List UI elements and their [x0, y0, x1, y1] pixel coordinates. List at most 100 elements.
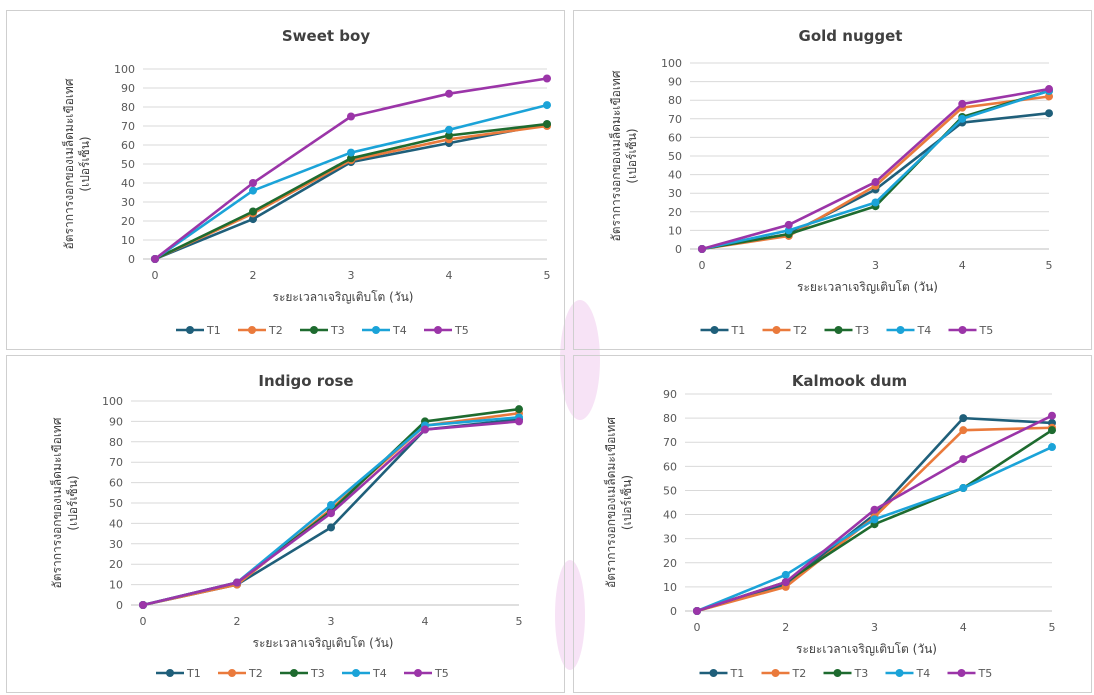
data-point [871, 198, 880, 207]
y-tick-label: 70 [663, 436, 677, 449]
legend-marker [895, 669, 904, 677]
y-tick-label: 20 [121, 215, 135, 228]
data-point [784, 226, 793, 235]
legend-label: T1 [206, 324, 221, 337]
chart-panel-indigo-rose: Indigo rose 0 10 20 30 40 50 60 70 80 90 100 0 2 3 4 5 ระ… [6, 355, 565, 693]
x-tick-label: 3 [872, 259, 879, 272]
legend-label: T5 [979, 324, 994, 337]
y-tick-label: 20 [663, 557, 677, 570]
y-tick-label: 30 [121, 196, 135, 209]
legend-marker [434, 326, 442, 334]
series-line-t3 [154, 122, 548, 261]
y-tick-label: 30 [668, 187, 682, 200]
legend-label: T2 [792, 667, 807, 680]
legend-label: T2 [793, 324, 808, 337]
data-point [871, 178, 880, 187]
x-tick-label: 0 [152, 269, 159, 282]
data-point [959, 414, 968, 423]
data-point [781, 570, 790, 579]
y-axis-title: (เปอร์เซ็น) [619, 475, 634, 530]
legend-item-t4: T4 [886, 324, 932, 337]
series-line-t5 [701, 87, 1050, 251]
y-tick-label: 60 [663, 460, 677, 473]
legend-item-t2: T2 [238, 324, 283, 337]
legend-item-t1: T1 [700, 324, 746, 337]
legend-label: T1 [731, 324, 746, 337]
background-decoration [560, 300, 600, 420]
legend-item-t3: T3 [824, 324, 869, 337]
chart-title: Indigo rose [258, 372, 353, 390]
legend-marker [896, 326, 905, 334]
x-tick-label: 5 [516, 615, 523, 628]
data-point [249, 207, 257, 216]
legend-label: T5 [434, 667, 449, 680]
data-point [698, 245, 706, 253]
y-tick-label: 80 [121, 101, 135, 114]
legend-marker [186, 326, 194, 334]
legend-label: T4 [917, 324, 932, 337]
y-tick-label: 100 [661, 57, 682, 70]
data-point [958, 99, 967, 108]
x-tick-label: 4 [960, 621, 967, 634]
legend-item-t3: T3 [823, 667, 868, 680]
y-tick-label: 50 [109, 497, 123, 510]
data-point [327, 501, 335, 510]
legend-item-t4: T4 [342, 667, 387, 680]
data-point [1045, 92, 1053, 101]
y-tick-label: 0 [675, 243, 682, 256]
data-point [347, 154, 355, 163]
data-point [1045, 85, 1053, 94]
y-tick-label: 20 [109, 558, 123, 571]
legend-label: T5 [454, 324, 469, 337]
x-tick-label: 0 [699, 259, 706, 272]
legend-label: T1 [730, 667, 745, 680]
legend-marker [833, 669, 842, 677]
x-tick-label: 4 [959, 259, 966, 272]
data-point [959, 484, 968, 493]
chart-title: Gold nugget [799, 27, 903, 45]
legend-item-t4: T4 [885, 667, 931, 680]
x-tick-label: 0 [694, 621, 701, 634]
data-point [543, 120, 551, 129]
y-tick-label: 40 [668, 169, 682, 182]
y-tick-label: 10 [121, 234, 135, 247]
x-axis-title: ระยะเวลาเจริญเติบโต (วัน) [797, 280, 938, 294]
legend-marker [290, 669, 298, 677]
y-axis-title: อัตราการงอกของเมล็ดมะเขือเทศ [61, 78, 76, 249]
x-tick-label: 3 [328, 615, 335, 628]
line-chart: Gold nugget 0 10 20 30 40 50 60 70 80 90 100 0 2 3 4 5 ระ… [608, 27, 1053, 337]
x-tick-label: 5 [1049, 621, 1056, 634]
chart-panel-sweet-boy: Sweet boy 0 10 20 30 40 50 60 70 80 90 100 0 2 3 4 5 ระยะ… [6, 10, 565, 350]
y-tick-label: 80 [663, 412, 677, 425]
legend-label: T3 [330, 324, 345, 337]
legend-item-t1: T1 [176, 324, 221, 337]
y-tick-label: 90 [109, 415, 123, 428]
y-tick-label: 60 [668, 131, 682, 144]
legend-item-t2: T2 [761, 667, 807, 680]
data-point [421, 425, 429, 434]
legend-label: T4 [916, 667, 931, 680]
legend-marker [957, 669, 966, 677]
data-point [347, 112, 355, 121]
line-chart: Indigo rose 0 10 20 30 40 50 60 70 80 90 100 0 2 3 4 5 ระ… [49, 372, 523, 680]
legend-item-t2: T2 [218, 667, 263, 680]
y-axis-title: (เปอร์เซ็น) [65, 475, 80, 530]
data-point [1048, 443, 1056, 452]
y-tick-label: 60 [109, 477, 123, 490]
y-tick-label: 20 [668, 206, 682, 219]
data-point [543, 101, 551, 110]
legend-item-t5: T5 [948, 324, 994, 337]
y-tick-label: 70 [109, 456, 123, 469]
y-axis-title: อัตราการงอกของเมล็ดมะเขือเทศ [608, 70, 623, 241]
x-tick-label: 5 [1046, 259, 1053, 272]
y-axis-title: (เปอร์เซ็น) [77, 136, 92, 191]
data-point [781, 578, 790, 587]
legend-label: T4 [392, 324, 407, 337]
x-tick-label: 2 [785, 259, 792, 272]
data-point [958, 114, 967, 123]
series-line-t4 [701, 89, 1050, 251]
y-tick-label: 80 [109, 436, 123, 449]
data-point [233, 578, 241, 587]
y-tick-label: 10 [668, 224, 682, 237]
legend-label: T5 [978, 667, 993, 680]
